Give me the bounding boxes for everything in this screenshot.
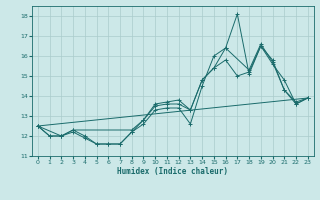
X-axis label: Humidex (Indice chaleur): Humidex (Indice chaleur) [117, 167, 228, 176]
